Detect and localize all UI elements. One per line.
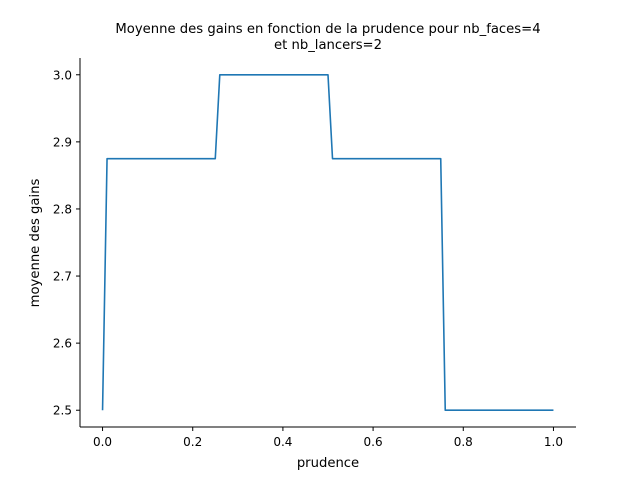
- y-tick-label: 2.8: [53, 202, 72, 216]
- x-tick-label: 0.0: [93, 435, 112, 449]
- y-tick-label: 2.5: [53, 404, 72, 418]
- series-line: [101, 73, 554, 412]
- x-tick-label: 0.4: [273, 435, 292, 449]
- x-axis-label: prudence: [297, 456, 359, 471]
- x-axis-ticks: 0.0 0.2 0.4 0.6 0.8 1.0: [93, 427, 563, 449]
- chart-title-line-2: et nb_lancers=2: [274, 38, 382, 53]
- chart-title-line-1: Moyenne des gains en fonction de la prud…: [115, 22, 540, 37]
- y-axis-label: moyenne des gains: [28, 179, 43, 308]
- x-tick-label: 0.2: [183, 435, 202, 449]
- x-tick-label: 1.0: [544, 435, 563, 449]
- y-tick-label: 2.6: [53, 337, 72, 351]
- x-tick-label: 0.8: [454, 435, 473, 449]
- y-axis-ticks: 2.5 2.6 2.7 2.8 2.9 3.0: [53, 68, 80, 418]
- y-tick-label: 2.7: [53, 270, 72, 284]
- y-tick-label: 3.0: [53, 68, 72, 82]
- x-tick-label: 0.6: [364, 435, 383, 449]
- y-tick-label: 2.9: [53, 135, 72, 149]
